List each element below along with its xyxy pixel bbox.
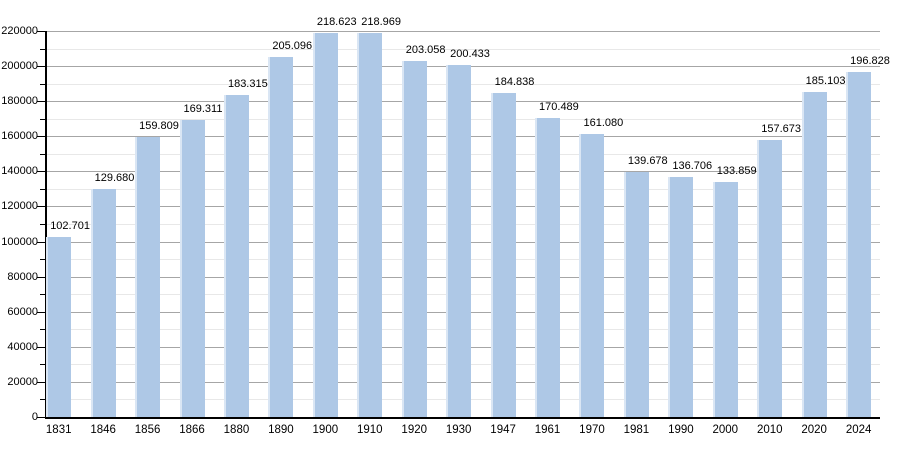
bar-value-label: 159.809 [139,119,179,132]
bar-1866 [179,119,205,417]
bar-1947 [490,92,516,417]
y-axis-tick [37,276,45,278]
bar-1970 [579,134,605,417]
y-axis-label: 180000 [1,95,38,108]
y-axis-label: 60000 [7,305,38,318]
x-axis-label-2010: 2010 [756,424,783,436]
x-axis-label-2020: 2020 [801,424,827,436]
gridline-minor [47,48,880,50]
y-axis-tick [37,66,45,68]
bar-1930 [446,65,472,417]
y-axis-tick [37,417,45,418]
y-axis-tick [37,346,45,348]
x-axis-label-1970: 1970 [579,424,605,436]
bar-value-label: 184.838 [494,75,535,88]
x-axis-label-2024: 2024 [845,424,872,436]
y-axis-tick [37,311,45,313]
y-axis-label: 120000 [1,200,38,213]
bar-1831 [46,236,72,417]
y-axis-tick [40,48,45,50]
bar-value-label: 205.096 [272,40,313,53]
x-axis-label-1866: 1866 [179,424,205,436]
x-axis-label-1856: 1856 [134,424,161,436]
bar-value-label: 129.680 [94,172,135,185]
x-axis-label-1890: 1890 [268,424,294,436]
bar-value-label: 218.969 [361,15,402,28]
bar-value-label: 136.706 [672,160,713,173]
x-axis-label-1846: 1846 [90,424,116,436]
bar-1920 [401,60,427,417]
plot-area: 0 20000 40000 60000 80000 100000 120000 140000 1… [1,16,890,436]
bar-value-label: 200.433 [450,48,490,61]
bar-value-label: 170.489 [539,100,579,113]
y-axis-tick [40,364,45,366]
y-axis-tick [40,153,45,155]
x-axis-label-1990: 1990 [668,424,694,436]
y-axis-label: 220000 [1,25,38,37]
y-axis-tick [40,118,45,120]
bar-1910 [357,32,383,417]
bar-value-label: 196.828 [850,54,890,67]
bar-2010 [757,140,783,417]
x-axis-label-1920: 1920 [401,424,428,436]
y-axis-label: 140000 [1,165,38,178]
y-axis-tick [40,83,45,85]
y-axis-tick [40,399,45,401]
bar-1890 [268,57,294,417]
bar-value-label: 183.315 [227,78,268,91]
bar-1961 [535,117,561,417]
bar-1981 [623,171,649,417]
bar-value-label: 139.678 [627,154,668,167]
y-axis-tick [37,171,45,173]
x-axis-label-1831: 1831 [45,424,72,436]
y-axis-tick [37,101,45,103]
bar-value-label: 133.859 [716,165,757,178]
y-axis-tick [40,294,45,296]
bar-2024 [846,71,872,417]
y-axis-tick [37,241,45,243]
y-axis-tick [40,329,45,331]
bar-1900 [312,33,338,417]
bar-value-label: 185.103 [805,75,846,88]
y-axis-line [45,31,47,419]
bar-1990 [668,177,694,417]
x-axis-line [47,417,880,419]
gridline-major [47,31,880,32]
x-axis-label-1947: 1947 [490,424,516,436]
y-axis-label: 100000 [1,235,38,248]
y-axis-label: 160000 [1,130,38,143]
bar-1880 [223,95,249,417]
bar-value-label: 169.311 [183,102,223,115]
bar-value-label: 203.058 [405,43,446,56]
y-axis-tick [40,188,45,190]
x-axis-label-1880: 1880 [223,424,250,436]
y-axis-label: 200000 [1,60,38,73]
y-axis-tick [40,259,45,261]
y-axis-label: 80000 [7,270,38,283]
y-axis-label: 0 [31,411,38,423]
x-axis-label-1930: 1930 [445,424,472,436]
y-axis-tick [37,136,45,138]
x-axis-label-1961: 1961 [534,424,561,436]
bar-value-label: 102.701 [50,219,90,232]
bar-1856 [135,136,161,417]
y-axis-label: 40000 [7,340,38,353]
bar-value-label: 218.623 [316,16,357,29]
y-axis-tick [37,206,45,208]
bar-2000 [712,182,738,417]
x-axis-label-1910: 1910 [356,424,383,436]
y-axis-label: 20000 [7,375,38,388]
x-axis-label-1981: 1981 [623,424,650,436]
x-axis-label-1900: 1900 [312,424,339,436]
bar-value-label: 157.673 [761,123,801,136]
y-axis-tick [37,31,45,32]
y-axis-tick [40,224,45,225]
bar-1846 [90,189,116,417]
x-axis-label-2000: 2000 [712,424,739,436]
bar-2020 [801,92,827,417]
bar-value-label: 161.080 [583,117,624,130]
y-axis-tick [37,381,45,383]
